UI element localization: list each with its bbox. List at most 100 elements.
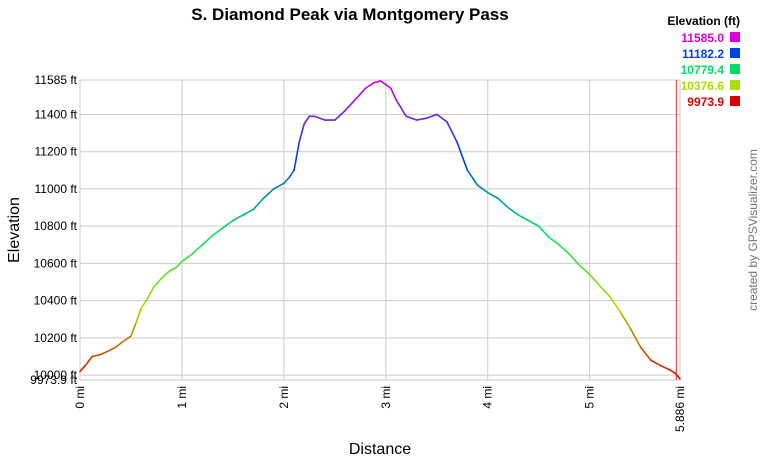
profile-segment <box>107 346 117 352</box>
y-tick-label: 10400 ft <box>34 294 78 308</box>
profile-segment <box>415 117 428 121</box>
profile-segment <box>405 115 418 121</box>
profile-segment <box>507 206 520 216</box>
profile-segment <box>466 169 479 187</box>
legend-value: 10376.6 <box>681 79 725 93</box>
y-axis-label: Elevation <box>6 197 23 263</box>
profile-segment <box>639 346 652 362</box>
y-tick-label: 11000 ft <box>35 182 78 196</box>
profile-segment <box>660 365 670 371</box>
profile-segment <box>588 273 601 287</box>
y-tick-label: 11200 ft <box>35 145 78 159</box>
profile-segment <box>293 141 300 172</box>
profile-segment <box>568 253 581 267</box>
profile-segment <box>114 340 124 349</box>
profile-segment <box>130 322 137 337</box>
profile-segment <box>122 335 132 343</box>
profile-segment <box>537 225 550 239</box>
x-tick-label: 5 mi <box>583 386 597 409</box>
x-tick-labels: 0 mi 1 mi 2 mi 3 mi 4 mi 5 mi 5.886 mi <box>73 386 687 432</box>
profile-segment <box>650 359 662 367</box>
profile-segment <box>160 270 171 280</box>
profile-segment <box>79 365 86 373</box>
y-tick-label: 11400 ft <box>35 107 78 121</box>
profile-segment <box>364 81 375 90</box>
y-tick-label: 9973.9 ft <box>30 373 77 387</box>
x-axis-label: Distance <box>349 441 411 458</box>
chart-title: S. Diamond Peak via Montgomery Pass <box>191 5 508 24</box>
y-tick-label: 10200 ft <box>34 331 78 345</box>
profile-segment <box>262 188 275 200</box>
profile-segment <box>497 197 509 209</box>
profile-segment <box>629 327 642 349</box>
profile-segment <box>99 350 110 356</box>
profile-segment <box>201 234 214 246</box>
profile-segment <box>135 307 142 324</box>
y-tick-label: 10800 ft <box>34 219 78 233</box>
legend-swatch <box>730 80 740 90</box>
profile-segment <box>385 83 392 90</box>
profile-segment <box>303 115 311 125</box>
profile-segment <box>211 227 224 237</box>
profile-segment <box>379 80 387 86</box>
profile-segment <box>486 191 499 200</box>
legend-title: Elevation (ft) <box>667 14 740 28</box>
profile-segment <box>176 260 183 268</box>
credit-text: created by GPSVisualizer.com <box>746 149 760 311</box>
profile-segment <box>668 368 677 375</box>
legend-value: 10779.4 <box>681 63 725 77</box>
profile-segment <box>334 109 346 121</box>
profile-segment <box>168 266 178 272</box>
legend-swatch <box>730 96 740 106</box>
legend-swatch <box>730 64 740 74</box>
profile-segment <box>140 299 148 309</box>
y-tick-label: 11585 ft <box>35 73 78 87</box>
profile-segment <box>232 214 244 222</box>
legend-swatch <box>730 32 740 42</box>
profile-segment <box>191 243 204 255</box>
profile-segment <box>527 219 540 227</box>
profile-segment <box>272 182 285 190</box>
profile-segment <box>354 87 367 101</box>
plot-grid <box>79 79 681 381</box>
legend-value: 9973.9 <box>687 95 724 109</box>
profile-segment <box>456 141 469 172</box>
profile-segment <box>221 219 234 229</box>
profile-segment <box>91 353 102 358</box>
elevation-legend: Elevation (ft) 11585.0 11182.2 10779.4 1037… <box>667 14 740 109</box>
profile-segment <box>242 208 255 216</box>
x-tick-label: 4 mi <box>481 386 495 409</box>
profile-segment <box>435 113 448 123</box>
legend-value: 11182.2 <box>682 47 724 61</box>
profile-segment <box>548 236 560 246</box>
legend-swatch <box>730 48 740 58</box>
profile-segment <box>599 284 611 298</box>
profile-segment <box>372 80 382 84</box>
x-tick-label: 3 mi <box>379 386 393 409</box>
profile-segment <box>181 257 188 263</box>
y-tick-label: 10600 ft <box>34 256 78 270</box>
profile-segment <box>476 184 489 194</box>
x-tick-label: 1 mi <box>175 386 189 409</box>
x-tick-label: 2 mi <box>277 386 291 409</box>
profile-segment <box>313 115 326 121</box>
y-tick-label: 10000 ft <box>34 368 78 382</box>
profile-segment <box>84 355 94 367</box>
profile-segment <box>145 286 155 302</box>
x-tick-label: 5.886 mi <box>673 386 687 432</box>
profile-segment <box>395 98 407 118</box>
elevation-profile-line <box>79 80 681 380</box>
profile-segment <box>288 169 295 179</box>
profile-segment <box>619 311 632 330</box>
profile-segment <box>252 197 265 211</box>
profile-segment <box>517 214 530 222</box>
x-tick-label: 0 mi <box>73 386 87 409</box>
profile-segment <box>283 176 290 185</box>
profile-segment <box>578 264 591 276</box>
profile-segment <box>446 121 458 144</box>
profile-segment <box>558 243 571 255</box>
profile-segment <box>152 277 163 289</box>
legend-value: 11585.0 <box>681 31 724 45</box>
